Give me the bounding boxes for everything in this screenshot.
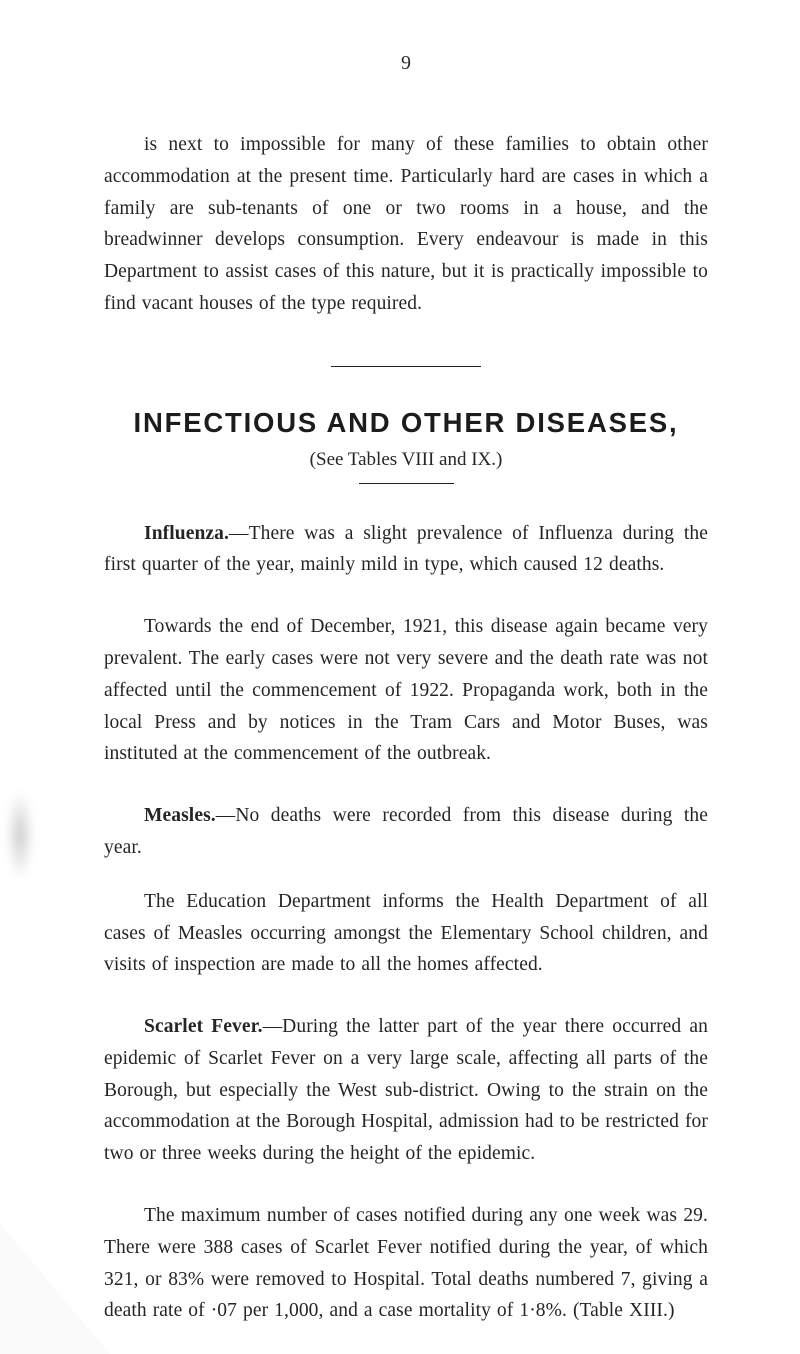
scarlet-fever-block: Scarlet Fever.—During the latter part of… [104,1011,708,1170]
scarlet-fever-label: Scarlet Fever. [144,1016,263,1037]
section-divider [331,366,481,367]
influenza-block: Influenza.—There was a slight prevalence… [104,518,708,582]
influenza-p1: Influenza.—There was a slight prevalence… [104,518,708,582]
influenza-label: Influenza. [144,523,229,544]
scan-artifact-smudge [6,790,34,880]
measles-p2: The Education Department informs the Hea… [104,886,708,981]
scarlet-fever-p1-text: —During the latter part of the year ther… [104,1016,708,1164]
document-page: 9 is next to impossible for many of thes… [0,0,800,1354]
measles-p1: Measles.—No deaths were recorded from th… [104,800,708,864]
influenza-block-2: Towards the end of December, 1921, this … [104,611,708,770]
scarlet-fever-p1: Scarlet Fever.—During the latter part of… [104,1011,708,1170]
short-rule [359,483,454,484]
intro-paragraph: is next to impossible for many of these … [104,129,708,320]
scan-artifact-fold [0,1224,110,1354]
measles-block: Measles.—No deaths were recorded from th… [104,800,708,864]
page-number: 9 [104,52,708,75]
scarlet-fever-p2: The maximum number of cases notified dur… [104,1200,708,1327]
influenza-p2: Towards the end of December, 1921, this … [104,611,708,770]
scarlet-fever-block-2: The maximum number of cases notified dur… [104,1200,708,1327]
measles-block-2: The Education Department informs the Hea… [104,886,708,981]
measles-label: Measles. [144,805,216,826]
section-heading: INFECTIOUS AND OTHER DISEASES, [104,407,708,439]
section-subheading: (See Tables VIII and IX.) [104,449,708,471]
